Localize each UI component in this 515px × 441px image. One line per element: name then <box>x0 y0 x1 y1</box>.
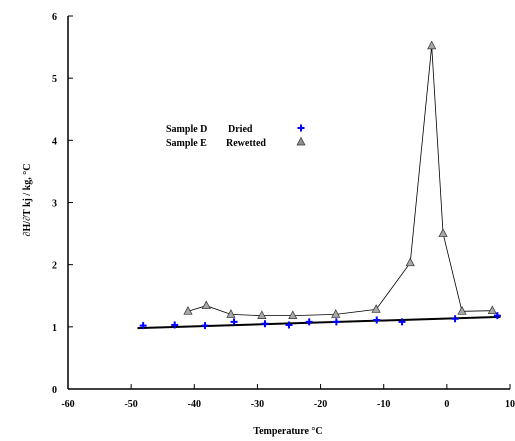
data-point-plus <box>398 318 406 326</box>
data-point-triangle <box>331 309 341 318</box>
data-point-triangle <box>226 309 236 318</box>
data-point-plus <box>230 318 238 326</box>
legend-marker-plus <box>297 124 305 132</box>
fit-line <box>137 315 501 330</box>
y-axis-title: ∂H/∂T kj / kg, °C <box>22 164 33 237</box>
data-point-plus <box>305 318 313 326</box>
y-ticks: 0 1 2 3 4 5 6 <box>52 12 73 396</box>
x-tick-label: -50 <box>124 399 137 410</box>
fit-line-layer <box>137 315 501 330</box>
legend-sample-label: Sample D <box>166 124 207 135</box>
data-point-triangle <box>487 305 497 315</box>
legend-marker-triangle <box>296 136 306 146</box>
y-tick-label: 2 <box>52 261 57 272</box>
y-tick-label: 5 <box>52 74 57 85</box>
series-layer <box>139 40 501 330</box>
x-tick-label: -30 <box>251 399 264 410</box>
axes <box>67 16 510 390</box>
legend-condition-label: Dried <box>228 124 253 135</box>
x-tick-label: -10 <box>377 399 390 410</box>
data-point-triangle <box>288 310 298 319</box>
data-point-plus <box>171 321 179 329</box>
x-ticks: -60 -50 -40 -30 -20 -10 0 10 <box>61 384 515 410</box>
x-tick-label: -20 <box>314 399 327 410</box>
data-point-triangle <box>405 257 415 267</box>
data-point-plus <box>493 312 501 320</box>
series-2 <box>183 40 497 319</box>
data-point-triangle <box>427 40 437 50</box>
data-point-plus <box>373 316 381 324</box>
x-tick-label: -40 <box>188 399 201 410</box>
y-tick-label: 1 <box>52 323 57 334</box>
y-tick-label: 0 <box>52 385 57 396</box>
x-tick-label: 10 <box>505 399 515 410</box>
data-point-plus <box>451 315 459 323</box>
y-tick-label: 3 <box>52 199 57 210</box>
data-point-triangle <box>183 306 193 315</box>
x-tick-label: -60 <box>61 399 74 410</box>
data-point-triangle <box>201 300 211 310</box>
data-point-plus <box>332 318 340 326</box>
data-point-plus <box>201 322 209 330</box>
y-tick-label: 4 <box>52 136 57 147</box>
legend: Sample D Dried Sample E Rewetted <box>166 124 306 149</box>
legend-condition-label: Rewetted <box>226 138 266 149</box>
data-point-plus <box>139 322 147 330</box>
data-point-plus <box>261 320 269 328</box>
data-point-plus <box>285 321 293 329</box>
y-tick-label: 6 <box>52 12 57 23</box>
series-1 <box>139 312 501 330</box>
data-point-triangle <box>438 228 448 237</box>
legend-sample-label: Sample E <box>166 138 207 149</box>
x-tick-label: 0 <box>444 399 449 410</box>
data-point-triangle <box>371 304 381 313</box>
data-point-triangle <box>257 310 267 319</box>
x-axis-title: Temperature °C <box>253 426 322 437</box>
data-point-triangle <box>457 306 467 315</box>
series-line <box>187 45 493 317</box>
